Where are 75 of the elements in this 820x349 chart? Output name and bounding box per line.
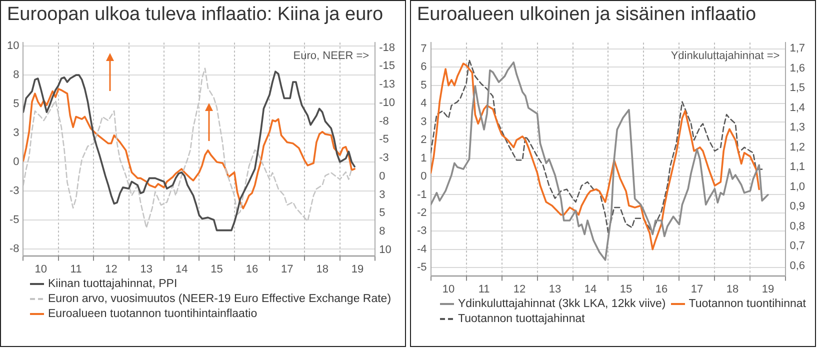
y-tick-label: 3 [420,116,427,128]
x-tick-label: 10 [34,263,47,276]
y2-tick-label: 0,8 [790,220,806,232]
y-tick-label: 5 [420,79,427,92]
legend-label: Euroalueen tuotannon tuontihintainflaatio [48,308,258,320]
y2-tick-label: 1,1 [790,161,806,174]
y2-tick-label: 1,4 [790,102,806,114]
y2-tick-label: -15 [379,60,396,72]
y-tick-label: -1 [417,188,427,201]
y-tick-label: 1 [420,152,427,164]
y2-tick-label: 1,2 [790,141,806,154]
y-tick-label: 7 [420,43,427,56]
y2-tick-label: -3 [379,152,389,164]
y-tick-label: 0 [420,170,427,183]
y2-tick-label: 1,7 [790,42,806,55]
x-tick-label: 14 [584,283,597,296]
y-tick-label: 10 [6,40,20,52]
y2-tick-label: 0 [379,170,386,182]
x-tick-label: 11 [478,283,490,296]
y-tick-label: 4 [420,98,427,110]
y-tick-label: 5 [13,98,20,110]
y2-tick-label: 0,7 [790,240,806,252]
y2-tick-label: -18 [379,42,396,54]
y2-tick-label: 10 [379,244,392,256]
y-tick-label: -4 [417,243,427,256]
y2-tick-label: 0,9 [790,200,806,213]
y-tick-label: -5 [9,214,20,226]
x-tick-label: 15 [620,283,632,296]
y2-tick-label: -8 [379,115,389,128]
legend-label: Tuotannon tuontihinnat [688,298,806,310]
x-tick-label: 15 [210,263,223,276]
legend-label: Euron arvo, vuosimuutos (NEER-19 Euro Effective Exchange Rate) [48,293,392,305]
x-tick-label: 14 [175,263,188,276]
y2-tick-label: 0,6 [790,260,806,272]
x-tick-label: 13 [140,263,153,276]
x-tick-label: 10 [442,283,455,296]
x-tick-label: 17 [690,283,704,296]
y2-tick-label: 3 [379,188,386,201]
x-tick-label: 11 [70,263,82,276]
y-tick-label: -8 [9,242,20,255]
x-tick-label: 16 [655,283,668,296]
x-tick-label: 13 [548,283,562,296]
y2-tick-label: 1,6 [790,62,806,74]
y2-tick-label: -5 [379,134,389,146]
annotation: Euro, NEER => [293,50,370,62]
legend-label: Tuotannon tuottajahinnat [458,313,585,325]
legend-label: Ydinkuluttajahinnat (3kk LKA, 12kk viive) [458,298,666,310]
y2-tick-label: -10 [379,96,396,109]
y-tick-label: -3 [9,184,20,197]
x-tick-label: 17 [281,263,294,276]
x-tick-label: 18 [316,263,328,276]
chart-title: Euroalueen ulkoinen ja sisäinen inflaatio [416,3,758,27]
x-tick-label: 19 [762,283,774,296]
y-tick-label: 3 [13,127,20,140]
y-tick-label: 8 [13,69,20,82]
y2-tick-label: 5 [379,207,386,220]
y2-tick-label: 1,3 [790,122,806,134]
y-tick-label: 2 [420,134,427,146]
annotation: Ydinkuluttajahinnat => [670,50,780,62]
y-tick-label: -2 [417,206,427,219]
legend-label: Kiinan tuottajahinnat, PPI [48,278,178,290]
x-tick-label: 12 [513,283,526,296]
x-tick-label: 12 [105,263,118,276]
y-tick-label: -5 [417,262,427,274]
x-tick-label: 19 [351,263,364,276]
y2-tick-label: -13 [379,78,396,91]
chart-title: Euroopan ulkoa tuleva inflaatio: Kiina ja euro [6,3,384,27]
x-tick-label: 18 [726,283,739,296]
x-tick-label: 16 [246,263,258,276]
y-tick-label: 6 [420,61,427,74]
y-tick-label: -3 [417,225,427,238]
y2-tick-label: 8 [379,226,386,238]
y-tick-label: 0 [13,156,20,168]
y2-tick-label: 1,5 [790,82,806,94]
y2-tick-label: 1,0 [790,180,806,193]
